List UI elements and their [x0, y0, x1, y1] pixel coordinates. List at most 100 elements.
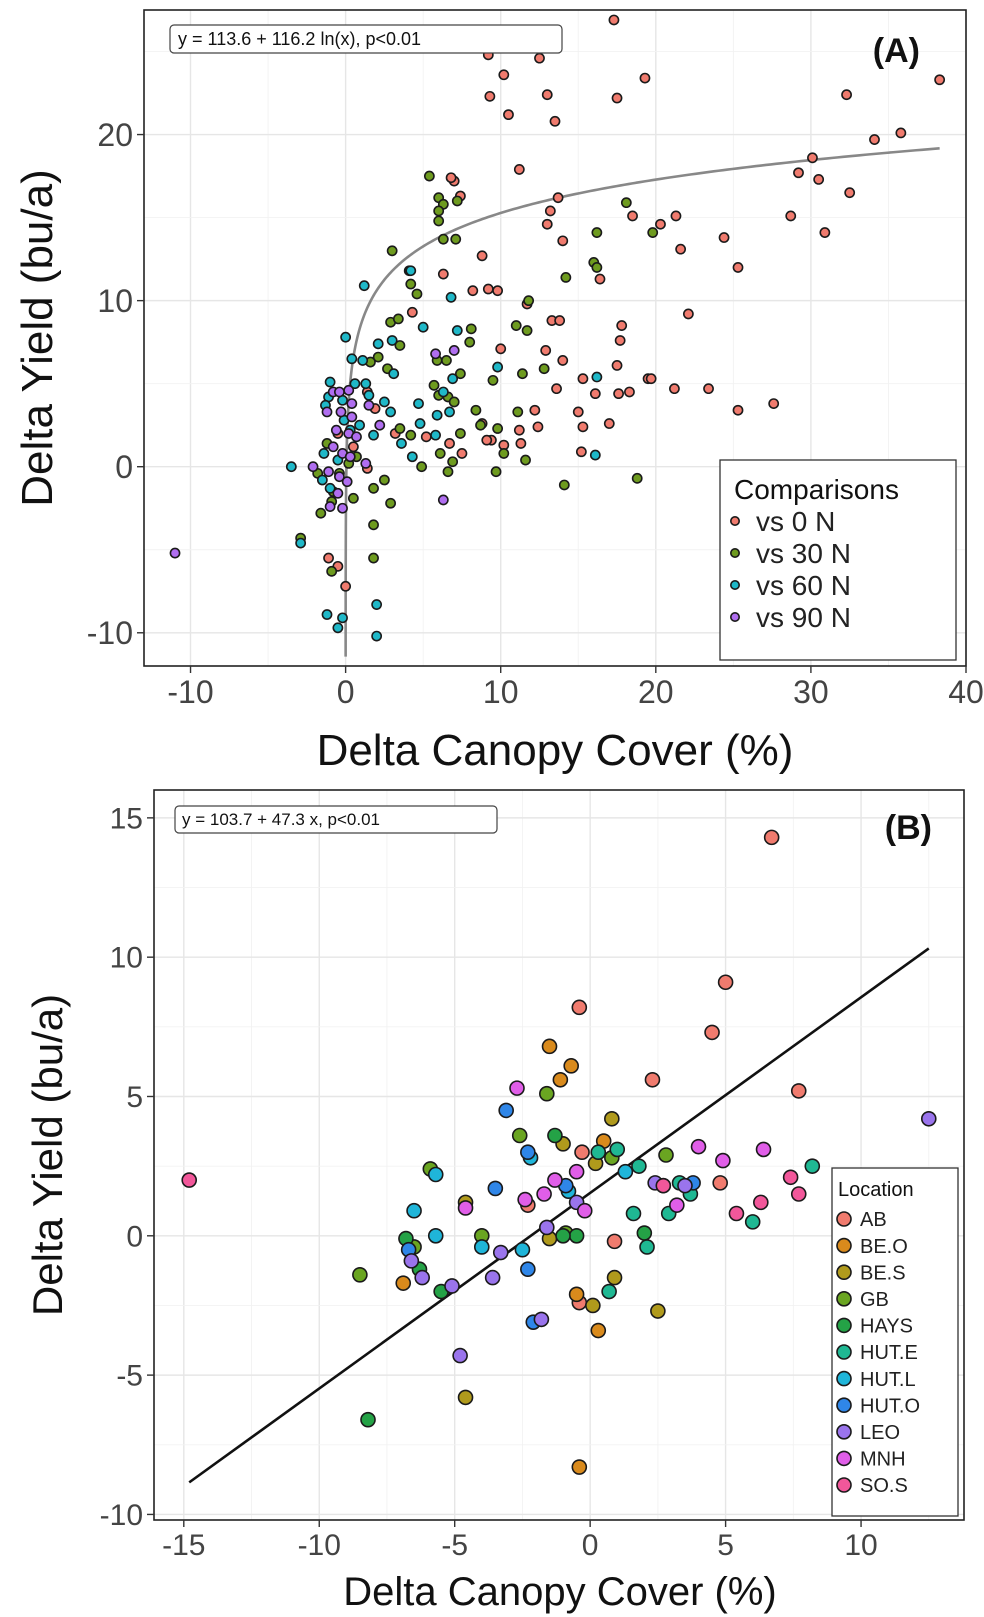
b-point-be-o [571, 1459, 588, 1475]
a-point-vs-30-n [591, 262, 603, 273]
a-point-vs-30-n [423, 170, 435, 182]
a-point-vs-90-n [360, 457, 372, 469]
a-point-vs-90-n [334, 386, 345, 398]
a-y-tick-label: -10 [87, 615, 133, 651]
b-legend-label: HUT.L [860, 1369, 916, 1391]
b-legend-label: LEO [860, 1422, 900, 1444]
panel-b-ticks: -15 -10 -5 0 5 10 -10 -5 0 5 10 15 [100, 802, 878, 1562]
a-point-vs-60-n [445, 291, 457, 303]
a-point-vs-0-n [513, 424, 525, 436]
a-legend-swatch [729, 547, 740, 558]
a-x-tick-label: 0 [337, 674, 355, 710]
b-point-mnh [690, 1138, 707, 1155]
a-point-vs-0-n [703, 383, 714, 395]
b-point-be-o [552, 1071, 569, 1088]
panel-a-xlabel: Delta Canopy Cover (%) [317, 726, 794, 775]
a-point-vs-30-n [510, 320, 522, 331]
b-legend-label: MNH [860, 1449, 906, 1471]
b-point-hut-o [520, 1144, 536, 1161]
panel-b-legend-title: Location [838, 1179, 914, 1201]
b-point-mnh [715, 1152, 731, 1169]
b-point-hays [636, 1225, 653, 1241]
b-legend-label: AB [860, 1209, 887, 1231]
b-legend-label: BE.S [860, 1262, 906, 1284]
panel-a-legend-box [719, 459, 957, 661]
b-point-mnh [536, 1186, 552, 1202]
a-point-vs-60-n [591, 371, 603, 383]
b-point-ab [571, 999, 588, 1016]
a-point-vs-0-n [813, 173, 825, 185]
a-point-vs-30-n [368, 519, 379, 531]
a-point-vs-90-n [327, 441, 339, 453]
b-point-hut-e [625, 1205, 642, 1222]
b-point-hut-l [473, 1239, 490, 1255]
b-point-so-s [728, 1205, 745, 1222]
panel-a: -10 0 10 20 30 40 -10 0 10 20 y = 113.6 + 116.2 l… [13, 9, 984, 775]
panel-b-label: (B) [885, 809, 932, 847]
a-point-vs-0-n [476, 250, 488, 262]
a-point-vs-30-n [433, 215, 445, 227]
a-point-vs-0-n [456, 448, 468, 459]
b-point-hut-o [487, 1180, 504, 1197]
a-x-tick-label: 30 [793, 674, 829, 710]
a-legend-swatch [729, 611, 740, 622]
a-point-vs-30-n [454, 368, 466, 380]
b-x-tick-label: -10 [298, 1529, 341, 1562]
panel-b-xlabel: Delta Canopy Cover (%) [343, 1570, 777, 1614]
panel-a-points [169, 14, 946, 642]
a-point-vs-90-n [334, 471, 345, 483]
b-point-leo [677, 1177, 693, 1194]
a-point-vs-60-n [451, 325, 463, 336]
b-point-gb [658, 1147, 674, 1163]
a-point-vs-60-n [405, 265, 417, 277]
a-point-vs-90-n [337, 502, 348, 514]
b-y-tick-label: -10 [100, 1499, 143, 1532]
a-point-vs-90-n [335, 406, 347, 418]
b-point-be-o [563, 1058, 579, 1074]
b-point-ab [644, 1071, 661, 1088]
a-point-vs-30-n [492, 423, 504, 434]
a-point-vs-90-n [169, 547, 181, 559]
a-point-vs-90-n [332, 487, 344, 499]
a-point-vs-0-n [323, 552, 334, 564]
a-point-vs-60-n [414, 418, 426, 429]
b-point-hut-e [744, 1214, 761, 1230]
b-y-tick-label: 0 [126, 1220, 143, 1253]
b-point-hut-e [601, 1283, 617, 1300]
a-point-vs-30-n [347, 492, 359, 504]
a-point-vs-0-n [340, 580, 352, 592]
a-point-vs-30-n [517, 368, 528, 380]
a-point-vs-90-n [351, 431, 362, 443]
a-legend-swatch [729, 515, 740, 526]
panel-a-legend-title: Comparisons [734, 474, 899, 505]
a-point-vs-90-n [330, 424, 342, 436]
a-point-vs-0-n [513, 164, 525, 175]
a-point-vs-0-n [793, 167, 804, 179]
a-point-vs-30-n [647, 227, 659, 238]
a-y-tick-label: 0 [115, 449, 133, 485]
a-point-vs-60-n [363, 389, 375, 401]
a-point-vs-30-n [558, 479, 570, 491]
b-point-hut-o [520, 1261, 536, 1278]
b-legend-swatch [836, 1264, 852, 1280]
a-point-vs-0-n [624, 386, 635, 398]
a-point-vs-30-n [523, 295, 535, 307]
panel-b-ylabel: Delta Yield (bu/a) [24, 994, 71, 1316]
a-point-vs-0-n [627, 210, 638, 222]
b-point-hut-e [609, 1141, 626, 1158]
b-point-so-s [790, 1186, 807, 1202]
a-point-vs-0-n [608, 14, 620, 26]
a-point-vs-30-n [372, 351, 384, 363]
a-point-vs-0-n [611, 360, 623, 371]
b-legend-swatch [836, 1317, 852, 1334]
a-point-vs-60-n [368, 429, 379, 441]
b-legend-label: GB [860, 1289, 889, 1311]
a-point-vs-30-n [591, 227, 603, 238]
a-legend-label: vs 60 N [756, 570, 851, 601]
a-point-vs-60-n [378, 396, 390, 408]
b-point-leo [539, 1219, 555, 1236]
a-point-vs-30-n [441, 355, 452, 366]
b-legend-swatch [836, 1370, 852, 1387]
panel-a-border [143, 9, 967, 667]
a-point-vs-30-n [368, 482, 379, 494]
